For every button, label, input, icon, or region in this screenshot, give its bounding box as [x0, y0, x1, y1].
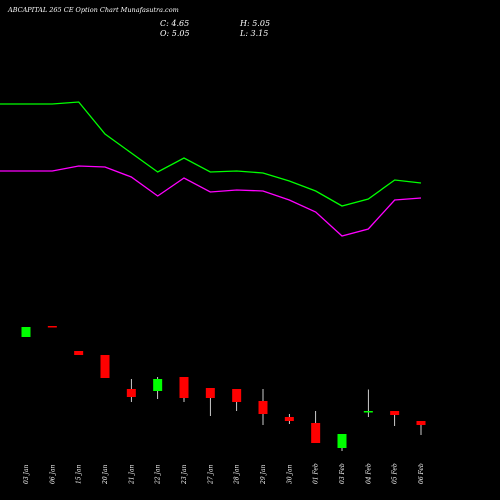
open-value: O: 5.05: [160, 29, 190, 38]
candle-body: [153, 379, 163, 391]
candle-01-feb: [311, 411, 321, 443]
candle-body: [337, 434, 347, 448]
candle-04-feb: [363, 389, 373, 417]
candle-body: [311, 423, 321, 443]
x-axis-label: 05 Feb: [392, 463, 399, 484]
low-value: L: 3.15: [240, 29, 269, 38]
x-axis-label: 29 Jan: [260, 464, 267, 485]
candle-06-jan: [47, 326, 57, 328]
average-line-2: [0, 165, 422, 237]
candle-body: [126, 389, 136, 397]
moving-average-lines: [0, 101, 422, 237]
candle-body: [100, 355, 110, 378]
candle-27-jan: [205, 388, 215, 416]
x-axis-label: 15 Jan: [76, 464, 83, 484]
candle-05-feb: [390, 411, 400, 426]
x-axis-label: 27 Jan: [207, 464, 214, 485]
candle-body: [416, 421, 426, 425]
x-axis-label: 30 Jan: [286, 464, 293, 484]
candles: [21, 326, 426, 451]
candle-body: [47, 326, 57, 328]
x-axis-label: 23 Jan: [181, 464, 188, 485]
candle-body: [179, 377, 189, 398]
candle-28-jan: [232, 389, 242, 411]
candle-20-jan: [100, 355, 110, 378]
candle-21-jan: [126, 379, 136, 402]
candle-body: [232, 389, 242, 402]
x-axis-label: 06 Feb: [418, 463, 425, 484]
close-value: C: 4.65: [160, 19, 190, 28]
candle-body: [205, 388, 215, 398]
candle-body: [390, 411, 400, 415]
x-axis-label: 06 Jan: [49, 464, 56, 484]
candle-30-jan: [284, 414, 294, 424]
candle-body: [363, 411, 373, 413]
x-axis-label: 22 Jan: [155, 464, 162, 485]
x-axis-label: 01 Feb: [313, 463, 320, 484]
x-axis-label: 04 Feb: [365, 463, 372, 484]
x-axis-label: 20 Jan: [102, 464, 109, 485]
candle-23-jan: [179, 377, 189, 402]
x-axis-label: 03 Feb: [339, 463, 346, 484]
x-axis-label: 28 Jan: [234, 464, 241, 485]
x-axis-label: 21 Jan: [128, 464, 135, 485]
candle-22-jan: [153, 377, 163, 399]
candle-body: [284, 417, 294, 421]
candle-body: [74, 351, 84, 355]
candle-03-feb: [337, 434, 347, 451]
candle-06-feb: [416, 421, 426, 435]
candle-29-jan: [258, 389, 268, 425]
chart-title: ABCAPITAL 265 CE Option Chart Munafasutr…: [8, 6, 179, 14]
average-line-1: [0, 101, 422, 207]
x-axis-labels: 03 Jan 06 Jan 15 Jan 20 Jan 21 Jan 22 Jan 23 J…: [23, 463, 425, 485]
candle-body: [21, 327, 31, 337]
high-value: H: 5.05: [240, 19, 271, 28]
candle-15-jan: [74, 351, 84, 355]
candle-03-jan: [21, 327, 31, 337]
x-axis-label: 03 Jan: [23, 464, 30, 484]
candle-body: [258, 401, 268, 414]
